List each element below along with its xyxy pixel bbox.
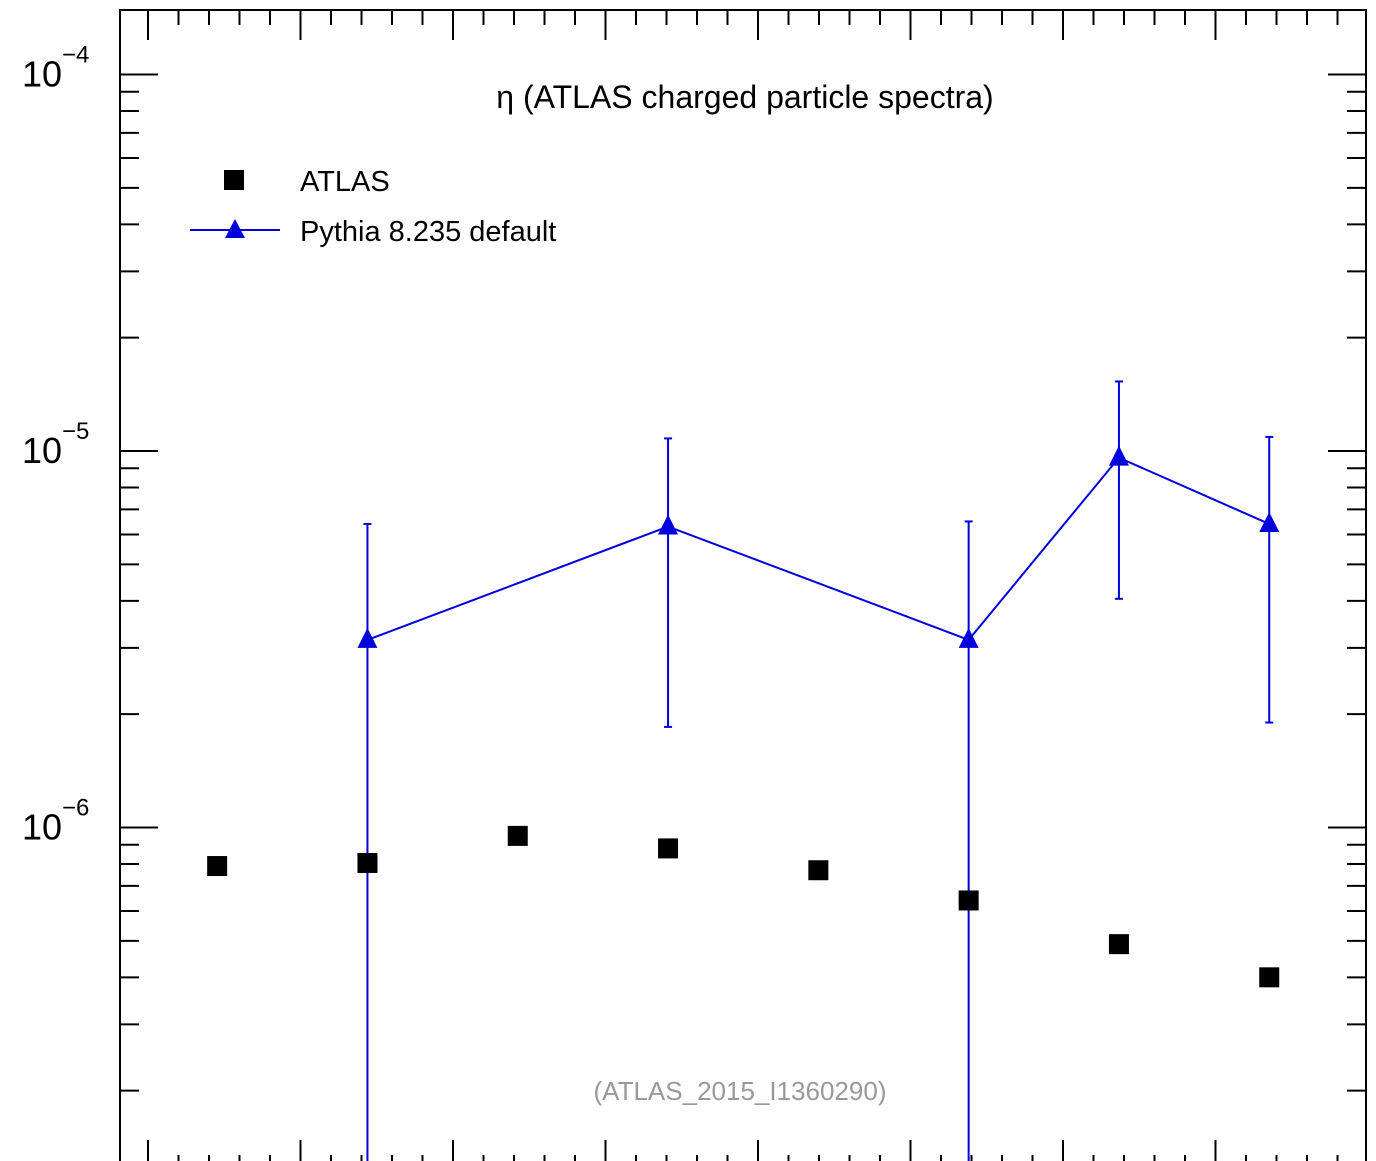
pythia-point [958,627,979,648]
atlas-point [207,856,228,877]
atlas-point [507,825,528,846]
y-tick-labels: 10−610−510−4 [22,42,89,848]
atlas-point [658,838,679,859]
atlas-point [958,890,979,911]
axis-ticks [120,10,1366,1161]
atlas-point [357,852,378,873]
y-tick-label-exponent: −4 [62,42,89,69]
y-tick-label: 10 [22,430,62,471]
pythia-point [1259,511,1280,532]
y-tick-label: 10 [22,807,62,848]
atlas-point [808,860,829,881]
y-tick-label: 10 [22,54,62,95]
analysis-annotation: (ATLAS_2015_I1360290) [594,1076,887,1106]
legend-atlas-label: ATLAS [300,166,390,198]
pythia-point [658,514,679,535]
pythia-point [357,627,378,648]
legend-pythia-marker [225,219,245,238]
atlas-point [1259,967,1280,988]
data-marks [207,445,1280,988]
legend-pythia-label: Pythia 8.235 default [300,216,556,248]
pythia-point [1108,445,1129,466]
pythia-line [367,456,1270,642]
chart-title: η (ATLAS charged particle spectra) [496,79,993,115]
plot-frame [119,9,1367,1161]
y-tick-label-exponent: −6 [62,795,89,822]
atlas-point [1108,934,1129,955]
series-lines [363,380,1274,1161]
legend: ATLAS Pythia 8.235 default [190,166,556,248]
legend-atlas-marker [224,170,244,190]
y-tick-label-exponent: −5 [62,418,89,445]
